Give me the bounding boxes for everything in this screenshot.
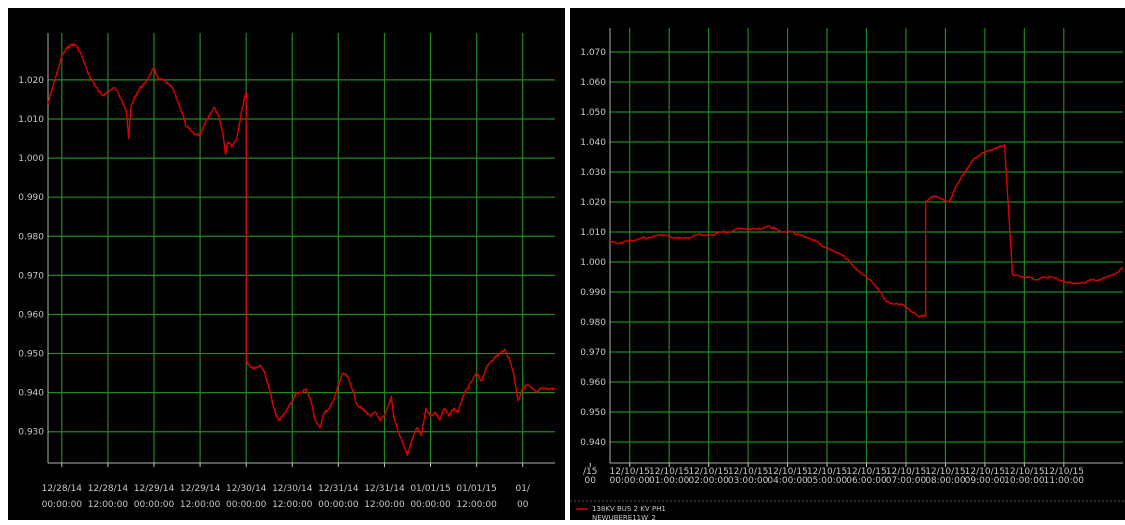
x-tick-date-label: 12/31/14: [364, 484, 405, 494]
x-tick-date-label: 12/28/14: [42, 484, 83, 494]
x-tick-time-label: 04:00:00: [767, 476, 808, 486]
y-tick-label: 1.070: [580, 48, 606, 58]
x-tick-time-label: 00:00:00: [610, 476, 651, 486]
x-tick-time-label: 11:00:00: [1044, 476, 1085, 486]
x-tick-date-label: 12/10/15: [1004, 467, 1044, 477]
x-tick-date-label: 12/29/14: [180, 484, 221, 494]
y-tick-label: 1.010: [18, 115, 44, 125]
x-tick-time-label: 10:00:00: [1004, 476, 1045, 486]
x-tick-date-label: 01/01/15: [410, 484, 450, 494]
y-tick-label: 1.060: [580, 78, 606, 88]
x-tick-time-label: 08:00:00: [925, 476, 966, 486]
x-tick-date-label: 12/31/14: [318, 484, 359, 494]
y-tick-label: 1.040: [580, 138, 606, 148]
x-tick-date-label: 12/30/14: [226, 484, 267, 494]
x-tick-date-label: /15: [583, 467, 597, 477]
y-tick-label: 0.990: [18, 193, 44, 203]
right-chart-panel: 1.070 1.060 1.050 1.040 1.030 1.020 1.010 1.000…: [570, 8, 1125, 520]
left-chart-panel: 1.020 1.010 1.000 0.990 0.980 0.970 0.960 0.950…: [8, 8, 565, 520]
x-tick-time-label: 12:00:00: [364, 500, 405, 510]
y-tick-label: 0.950: [18, 350, 44, 360]
x-tick-time-label: 02:00:00: [688, 476, 729, 486]
x-tick-date-label: 12/10/15: [807, 467, 847, 477]
x-tick-time-label: 00: [517, 500, 529, 510]
y-tick-label: 0.980: [18, 232, 44, 242]
x-tick-time-label: 00:00:00: [42, 500, 83, 510]
x-tick-date-label: 12/10/15: [886, 467, 926, 477]
x-tick-date-label: 12/28/14: [88, 484, 129, 494]
x-tick-time-label: 12:00:00: [180, 500, 221, 510]
x-tick-time-label: 00: [585, 476, 597, 486]
x-tick-date-label: 12/29/14: [134, 484, 175, 494]
x-tick-date-label: 12/30/14: [272, 484, 313, 494]
left-trend-chart: 1.020 1.010 1.000 0.990 0.980 0.970 0.960 0.950…: [18, 33, 556, 510]
right-trend-chart: 1.070 1.060 1.050 1.040 1.030 1.020 1.010 1.000…: [570, 28, 1125, 520]
x-tick-time-label: 09:00:00: [965, 476, 1006, 486]
y-tick-label: 0.990: [580, 288, 606, 298]
x-tick-time-label: 00:00:00: [226, 500, 267, 510]
x-tick-time-label: 05:00:00: [807, 476, 848, 486]
y-tick-label: 0.960: [580, 378, 606, 388]
y-tick-label: 1.010: [580, 228, 606, 238]
x-tick-date-label: 01/01/15: [456, 484, 496, 494]
y-tick-label: 0.970: [18, 271, 44, 281]
legend-entry-label: 138KV BUS 2 KV PH1: [592, 505, 666, 513]
x-tick-date-label: 12/10/15: [649, 467, 689, 477]
x-tick-time-label: 12:00:00: [272, 500, 313, 510]
x-tick-date-label: 12/10/15: [688, 467, 728, 477]
x-tick-time-label: 00:00:00: [134, 500, 175, 510]
y-tick-label: 1.020: [18, 76, 44, 86]
x-tick-time-label: 03:00:00: [728, 476, 769, 486]
series-line: [47, 43, 556, 456]
x-tick-time-label: 12:00:00: [456, 500, 497, 510]
y-tick-label: 0.950: [580, 408, 606, 418]
legend-extra-text: NEWUBERE11W_2: [592, 514, 656, 520]
y-tick-label: 0.970: [580, 348, 606, 358]
y-tick-label: 0.940: [18, 389, 44, 399]
x-tick-time-label: 00:00:00: [318, 500, 359, 510]
x-tick-time-label: 06:00:00: [846, 476, 887, 486]
y-tick-label: 1.020: [580, 198, 606, 208]
x-tick-time-label: 00:00:00: [410, 500, 451, 510]
y-tick-label: 1.030: [580, 168, 606, 178]
y-tick-label: 0.930: [18, 428, 44, 438]
x-tick-time-label: 12:00:00: [88, 500, 129, 510]
y-tick-label: 1.000: [18, 154, 44, 164]
y-tick-label: 1.000: [580, 258, 606, 268]
x-tick-date-label: 12/10/15: [925, 467, 965, 477]
x-tick-date-label: 12/10/15: [1044, 467, 1084, 477]
x-tick-date-label: 12/10/15: [767, 467, 807, 477]
y-tick-label: 0.980: [580, 318, 606, 328]
y-tick-label: 0.940: [580, 438, 606, 448]
x-tick-date-label: 12/10/15: [728, 467, 768, 477]
x-tick-date-label: 12/10/15: [846, 467, 886, 477]
x-tick-date-label: 01/: [515, 484, 530, 494]
x-tick-date-label: 12/10/15: [610, 467, 650, 477]
x-tick-date-label: 12/10/15: [965, 467, 1005, 477]
x-tick-time-label: 07:00:00: [886, 476, 927, 486]
y-tick-label: 1.050: [580, 108, 606, 118]
x-tick-time-label: 01:00:00: [649, 476, 690, 486]
y-tick-label: 0.960: [18, 310, 44, 320]
series-line: [609, 144, 1123, 318]
